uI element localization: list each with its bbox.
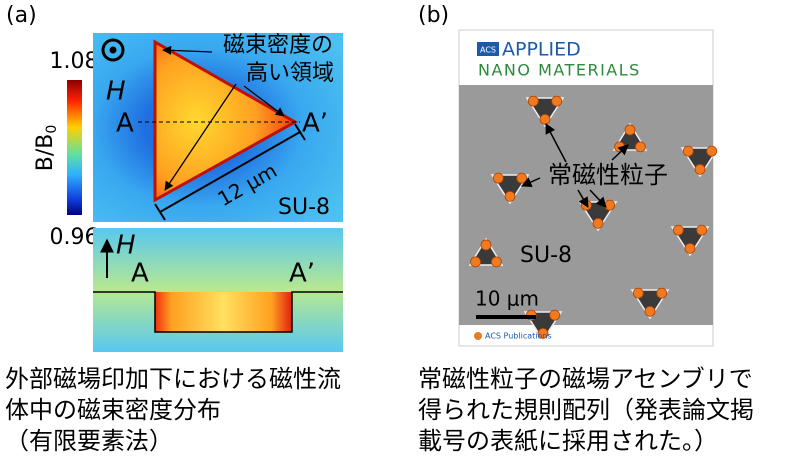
particle [540, 114, 550, 124]
panel-label: (b) [418, 3, 449, 28]
point-a-prime: A’ [289, 259, 315, 289]
field-label: H [106, 77, 126, 107]
material-label: SU-8 [278, 195, 330, 220]
particle [625, 125, 635, 135]
particle [491, 257, 501, 267]
material-label: SU-8 [520, 243, 572, 268]
caption-line: 外部磁場印加下における磁性流 [5, 365, 341, 393]
journal-title: APPLIED [502, 39, 581, 61]
well-fill [155, 292, 292, 332]
field-label: H [116, 231, 136, 261]
particle [552, 96, 562, 106]
journal-subtitle: NANO MATERIALS [478, 61, 641, 80]
caption-line: 体中の磁束密度分布 [5, 396, 221, 424]
publisher-logo [474, 332, 482, 340]
acs-badge-text: ACS [480, 46, 496, 55]
caption-line: 常磁性粒子の磁場アセンブリで [418, 365, 753, 393]
caption-line: 得られた規則配列（発表論文掲 [418, 396, 754, 424]
particle [550, 310, 560, 320]
particle [685, 243, 695, 253]
particle [517, 173, 527, 183]
colorbar-min: 0.96 [50, 225, 99, 250]
callout: 磁束密度の [223, 33, 333, 58]
caption-line: （有限要素法） [5, 427, 173, 455]
field-out-dot [110, 47, 117, 54]
figure: (a) 1.08 0.96 B/B0 H A A’ 磁束密度の 高い領域 12 … [0, 0, 795, 465]
colorbar [67, 80, 82, 215]
particle [471, 257, 481, 267]
callout: 高い領域 [246, 61, 334, 86]
particle [657, 288, 667, 298]
particle [695, 164, 705, 174]
colorbar-max: 1.08 [50, 49, 99, 74]
caption-line: 載号の表紙に採用された。） [418, 427, 718, 455]
particle [528, 96, 538, 106]
particle [633, 288, 643, 298]
particle [605, 200, 615, 210]
particle [593, 218, 603, 228]
particle [683, 146, 693, 156]
annotation: 常磁性粒子 [548, 161, 668, 189]
colorbar-title-main: B/B [33, 134, 58, 172]
scale-label: 10 μm [475, 287, 539, 311]
particle [673, 225, 683, 235]
particle [481, 240, 491, 250]
particle [493, 173, 503, 183]
colorbar-title-sub: 0 [44, 125, 60, 134]
particle [505, 191, 515, 201]
particle [707, 146, 717, 156]
point-a-prime: A’ [302, 109, 328, 139]
particle [645, 306, 655, 316]
point-a: A [131, 259, 149, 289]
panel-label: (a) [6, 3, 37, 28]
particle [635, 142, 645, 152]
point-a: A [116, 109, 134, 139]
colorbar-title: B/B0 [33, 125, 60, 172]
particle [697, 225, 707, 235]
publisher-footer: ACS Publications [485, 332, 552, 341]
